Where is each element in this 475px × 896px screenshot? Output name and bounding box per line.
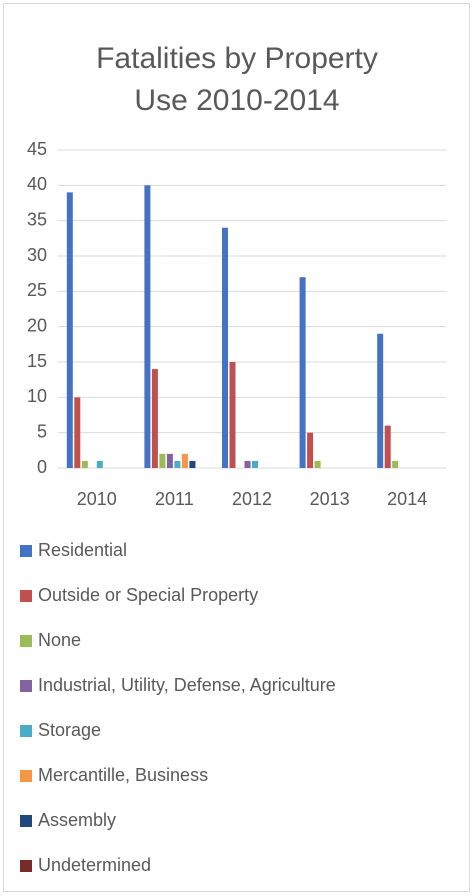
x-tick-label: 2014 xyxy=(387,489,427,509)
bar xyxy=(66,192,73,468)
legend-swatch xyxy=(20,770,32,782)
y-tick-label: 10 xyxy=(27,386,47,406)
x-tick-label: 2013 xyxy=(310,489,350,509)
bar xyxy=(299,277,306,468)
bar xyxy=(96,460,103,468)
y-tick-label: 45 xyxy=(27,139,47,159)
bar xyxy=(314,460,321,468)
bar xyxy=(151,369,158,468)
legend-swatch xyxy=(20,635,32,647)
y-tick-label: 35 xyxy=(27,209,47,229)
x-tick-label: 2011 xyxy=(155,489,194,509)
bar xyxy=(144,185,151,469)
y-tick-label: 30 xyxy=(27,245,47,265)
bar xyxy=(166,453,173,468)
legend-label: Undetermined xyxy=(38,855,151,875)
y-tick-label: 15 xyxy=(27,351,47,371)
legend-label: Outside or Special Property xyxy=(38,585,258,605)
legend-swatch xyxy=(20,590,32,602)
bar xyxy=(229,362,236,468)
legend-label: Mercantille, Business xyxy=(38,765,208,785)
x-tick-label: 2010 xyxy=(77,489,117,509)
legend-label: None xyxy=(38,630,81,650)
bar xyxy=(181,453,188,468)
bar xyxy=(174,460,181,468)
bar xyxy=(392,460,399,468)
y-tick-label: 5 xyxy=(37,421,47,441)
bar xyxy=(307,432,314,468)
legend-label: Assembly xyxy=(38,810,116,830)
bar xyxy=(74,397,81,468)
legend-label: Industrial, Utility, Defense, Agricultur… xyxy=(38,675,336,695)
bar xyxy=(244,460,251,468)
bar xyxy=(189,460,196,468)
legend-swatch xyxy=(20,545,32,557)
legend-label: Residential xyxy=(38,540,127,560)
y-tick-label: 25 xyxy=(27,280,47,300)
legend-swatch xyxy=(20,680,32,692)
legend-swatch xyxy=(20,860,32,872)
chart-title: Fatalities by Property Use 2010-2014 xyxy=(96,42,378,117)
bar xyxy=(252,460,258,468)
legend-swatch xyxy=(20,815,32,827)
x-tick-label: 2012 xyxy=(232,489,272,509)
legend-label: Storage xyxy=(38,720,101,740)
bar xyxy=(159,453,166,468)
chart-frame xyxy=(3,3,470,892)
y-tick-label: 40 xyxy=(27,174,47,194)
y-tick-label: 0 xyxy=(37,457,47,477)
bar xyxy=(81,460,88,468)
bar xyxy=(384,425,391,468)
bar xyxy=(377,333,384,468)
legend-swatch xyxy=(20,725,32,737)
bar xyxy=(222,227,228,468)
y-tick-label: 20 xyxy=(27,315,47,335)
